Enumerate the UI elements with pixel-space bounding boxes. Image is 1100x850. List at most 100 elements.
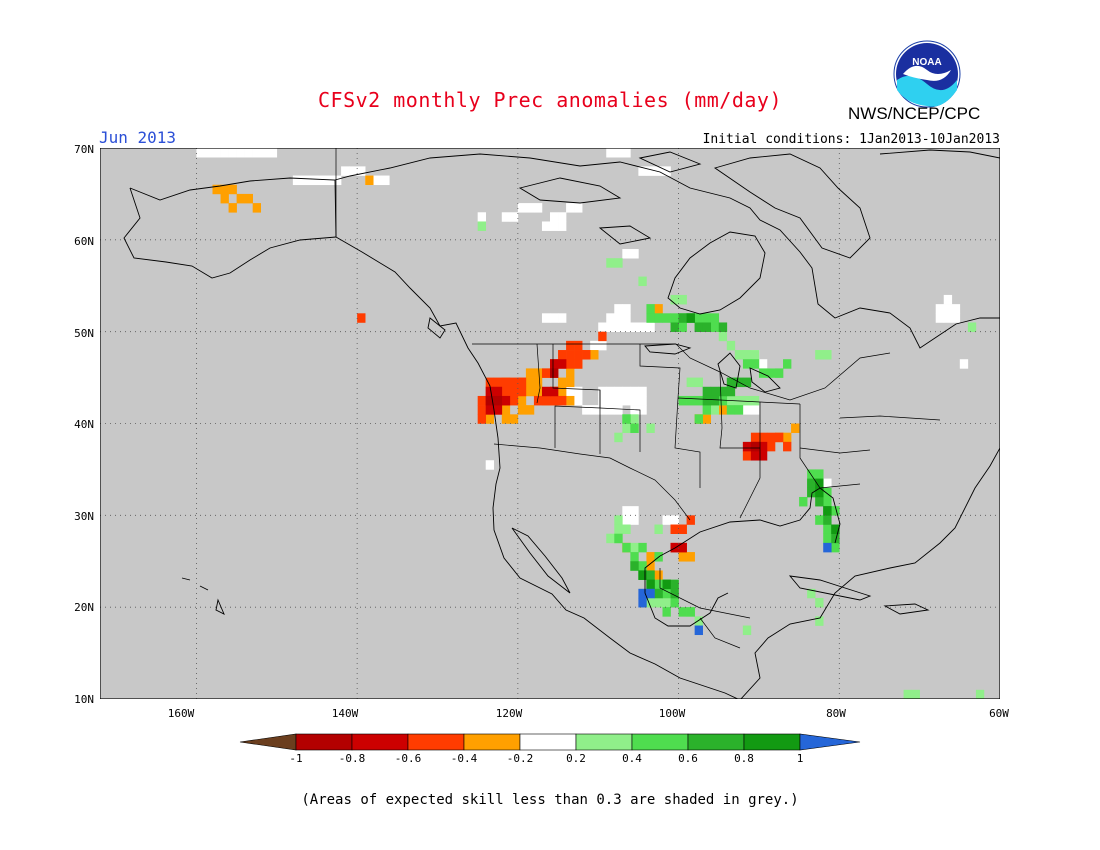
anomaly-cell [566, 368, 575, 378]
anomaly-cell [493, 386, 503, 397]
month-label: Jun 2013 [99, 128, 177, 147]
anomaly-cell [485, 395, 495, 406]
lon-label-100w: 100W [658, 707, 686, 720]
anomaly-cell [541, 313, 551, 323]
anomaly-cell [614, 386, 623, 397]
anomaly-cell [638, 542, 647, 553]
anomaly-cell [710, 322, 720, 332]
anomaly-cell [766, 441, 776, 452]
legend-swatch [351, 733, 409, 751]
anomaly-cell [911, 689, 920, 699]
anomaly-cell [686, 377, 695, 388]
anomaly-cell [598, 340, 607, 351]
anomaly-cell [670, 294, 679, 305]
anomaly-cell [630, 542, 639, 553]
anomaly-cell [638, 405, 647, 415]
anomaly-cell [630, 423, 639, 433]
anomaly-cell [686, 395, 695, 406]
graticule [100, 148, 1000, 699]
anomaly-cell [630, 395, 639, 406]
anomaly-cell [550, 386, 559, 397]
anomaly-cell [678, 542, 687, 553]
anomaly-cell [670, 515, 679, 525]
anomaly-cell [582, 350, 591, 360]
anomaly-cell [477, 212, 487, 222]
anomaly-cell [606, 395, 615, 406]
anomaly-cell [807, 588, 816, 599]
anomaly-cell [742, 377, 752, 388]
anomaly-cell [935, 313, 945, 323]
anomaly-cell [598, 331, 607, 342]
anomaly-cell [630, 561, 639, 571]
anomaly-cell [686, 515, 695, 525]
anomaly-cell [742, 441, 752, 452]
anomaly-cell [517, 395, 527, 406]
anomaly-cell [726, 405, 736, 415]
legend-swatch [463, 733, 521, 751]
anomaly-cell [550, 368, 559, 378]
anomaly-cell [477, 405, 487, 415]
anomaly-cell [670, 524, 679, 534]
anomaly-cell [541, 395, 551, 406]
anomaly-cell [742, 359, 752, 369]
anomaly-cell [654, 166, 663, 176]
anomaly-cell [566, 377, 575, 388]
anomaly-cell [702, 313, 712, 323]
anomaly-cell [742, 395, 752, 406]
anomaly-cell [702, 395, 712, 406]
anomaly-cell [630, 414, 639, 424]
anomaly-cell [325, 175, 334, 186]
anomaly-cell [646, 561, 655, 571]
anomaly-cell [614, 322, 623, 332]
anomaly-cell [823, 350, 832, 360]
anomaly-cell [614, 258, 623, 268]
anomaly-cell [702, 386, 712, 397]
anomaly-cell [501, 414, 511, 424]
anomaly-cell [485, 460, 495, 470]
anomaly-cell [726, 386, 736, 397]
anomaly-cell [903, 689, 912, 699]
anomaly-cell [517, 203, 527, 213]
legend-swatch [631, 733, 689, 751]
anomaly-cell [654, 588, 663, 599]
anomaly-cell [686, 552, 695, 562]
anomaly-cell [678, 294, 687, 305]
anomaly-cell [574, 359, 583, 369]
anomaly-cell [791, 423, 800, 433]
anomaly-cell [558, 395, 567, 406]
initial-conditions-label: Initial conditions: 1Jan2013-10Jan2013 [702, 132, 1000, 147]
anomaly-cell [630, 386, 639, 397]
anomaly-cell [566, 203, 575, 213]
anomaly-cell [815, 597, 824, 608]
anomaly-cell [815, 487, 824, 498]
anomaly-cell [638, 166, 647, 176]
anomaly-cell [598, 322, 607, 332]
anomaly-cell [614, 405, 623, 415]
anomaly-cell [485, 414, 495, 424]
anomaly-cell [766, 368, 776, 378]
anomaly-cell [558, 313, 567, 323]
anomaly-cell [598, 386, 607, 397]
anomaly-cell [614, 395, 623, 406]
anomaly-cell [630, 249, 639, 259]
legend-swatch [295, 733, 353, 751]
legend-label: -1 [289, 752, 303, 765]
anomaly-cell [566, 359, 575, 369]
anomaly-cell [943, 294, 953, 305]
anomaly-cell [558, 377, 567, 388]
anomaly-cell [646, 552, 655, 562]
anomaly-cell [662, 579, 671, 590]
anomaly-cell [493, 395, 503, 406]
anomaly-cell [783, 432, 792, 443]
anomaly-cell [823, 524, 832, 534]
footnote: (Areas of expected skill less than 0.3 a… [301, 792, 799, 808]
anomaly-cell [638, 276, 647, 287]
anomaly-cell [951, 304, 961, 314]
anomaly-cell [678, 395, 687, 406]
anomaly-cell [758, 368, 768, 378]
anomaly-cell [244, 193, 253, 204]
anomaly-cell [815, 515, 824, 525]
lat-label-10n: 10N [74, 693, 94, 706]
anomaly-cell [574, 203, 583, 213]
anomaly-cell [590, 340, 599, 351]
